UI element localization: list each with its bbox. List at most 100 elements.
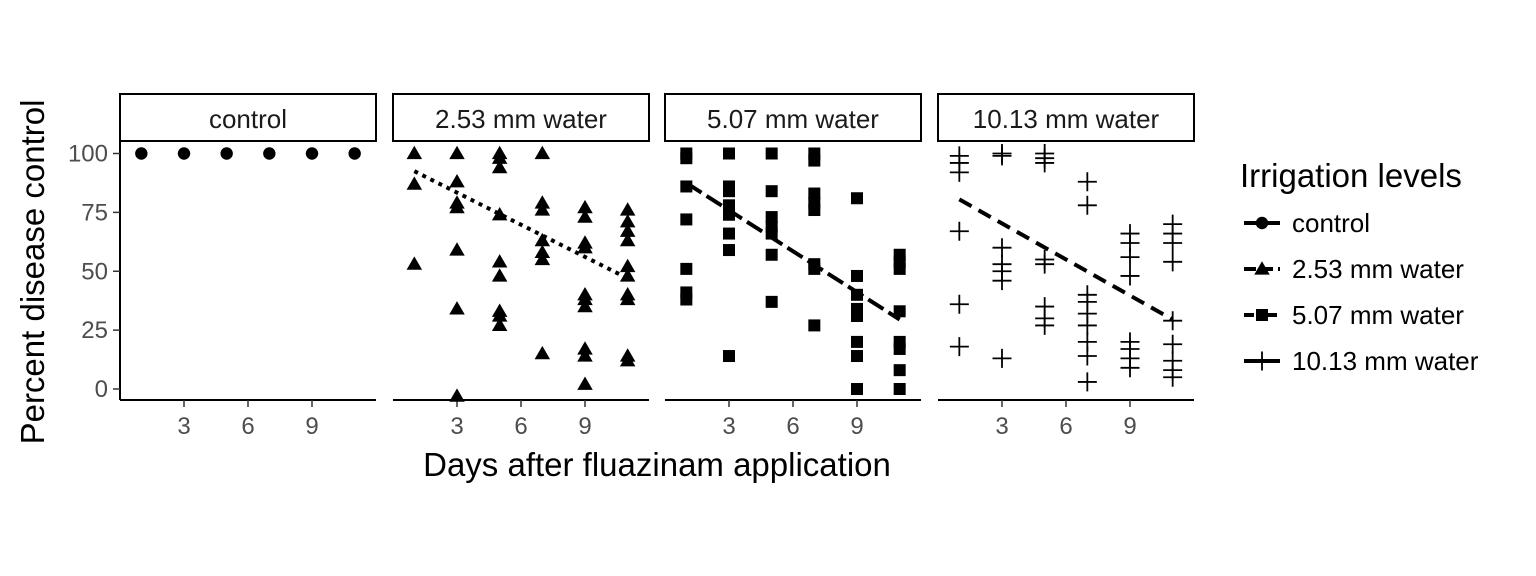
x-tick-label: 9 [850,413,863,440]
data-point [177,147,191,160]
data-point [491,254,508,268]
legend-item-label: 2.53 mm water [1292,254,1464,284]
data-point [851,309,863,322]
legend-item-label: control [1292,208,1370,238]
data-point [723,199,735,212]
data-point [893,262,906,275]
data-point [808,187,821,200]
data-point [949,221,969,241]
data-point [449,301,465,315]
panel-strip [392,93,650,142]
panel-strip-label: 5.07 mm water [707,104,879,134]
data-point [765,185,778,198]
y-tick-label: 50 [81,258,108,285]
data-point [619,258,636,273]
x-tick-label: 6 [1059,413,1072,440]
data-point [808,204,821,217]
legend-key-marker [1252,351,1272,371]
data-point [1035,254,1055,274]
data-point [619,214,636,228]
y-tick-label: 100 [68,141,108,168]
data-point [534,195,551,209]
data-point [577,298,593,313]
data-point [851,192,863,205]
legend-item: control [1244,208,1370,238]
x-tick-label: 6 [241,413,254,440]
x-tick-label: 6 [786,413,799,440]
legend-key-marker [1256,309,1268,321]
legend-item: 10.13 mm water [1244,346,1479,376]
panel-strip-label: control [209,104,287,134]
data-point [534,251,551,266]
panel-strip [937,93,1195,142]
data-point [449,242,465,256]
data-point [949,337,969,357]
data-point [619,202,636,216]
data-point [220,147,233,160]
data-point [723,147,735,160]
data-point [577,209,593,223]
data-point [577,291,593,306]
data-point [765,147,778,160]
data-point [723,244,735,257]
data-point [893,383,906,395]
data-point [1077,315,1097,335]
data-point [893,305,906,318]
data-point [1077,195,1097,215]
data-point [577,376,593,390]
x-tick-label: 9 [1123,413,1136,440]
data-point [1163,311,1183,331]
data-point [619,352,636,367]
data-point [1077,346,1097,366]
data-point [949,162,969,182]
panel-strip [119,93,377,142]
data-point [680,213,693,226]
panel-strip-label: 2.53 mm water [435,104,607,134]
data-point [406,176,423,190]
data-point [491,308,508,322]
data-point [723,185,735,198]
data-point [765,211,778,224]
data-point [851,383,863,395]
data-point [723,227,735,240]
data-point [1163,334,1183,354]
y-axis-title: Percent disease control [14,100,51,445]
data-point [534,232,551,247]
data-point [406,145,423,160]
legend: Irrigation levels control 2.53 mm water 5.… [1240,157,1479,376]
data-point [723,350,735,363]
data-point [851,350,863,363]
legend-item: 5.07 mm water [1244,300,1464,330]
data-point [1077,372,1097,392]
data-point [765,248,778,261]
data-point [577,348,593,362]
trend-line [958,197,1174,322]
data-point [1120,247,1140,267]
legend-item-label: 5.07 mm water [1292,300,1464,330]
data-point [680,293,693,306]
trend-line [685,181,901,322]
data-point [534,244,551,259]
y-tick-label: 25 [81,317,108,344]
data-point [851,269,863,282]
legend-item-label: 10.13 mm water [1292,346,1479,376]
panel-strip-label: 10.13 mm water [973,104,1160,134]
x-tick-label: 6 [514,413,527,440]
data-point [491,150,508,164]
data-point [406,256,423,270]
data-point [893,364,906,377]
y-tick-label: 75 [81,199,108,226]
data-point [1120,266,1140,286]
data-point [1163,367,1183,387]
data-point [449,174,465,188]
data-point [534,145,551,160]
x-tick-label: 3 [722,413,735,440]
panel-4: 10.13 mm water 3 6 9 [937,93,1195,440]
data-point [992,238,1012,258]
legend-items: control 2.53 mm water 5.07 mm water 10.13 m… [1244,208,1479,376]
data-point [577,199,593,214]
data-point [619,232,636,247]
data-point [992,146,1012,166]
data-point [893,342,906,355]
